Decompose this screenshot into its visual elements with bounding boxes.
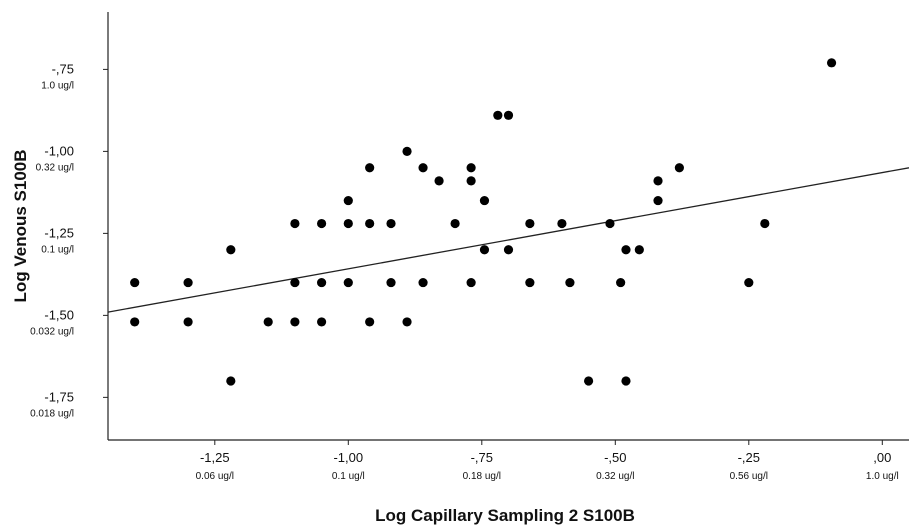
data-point	[365, 317, 375, 327]
data-point	[402, 146, 412, 156]
x-tick-label: -,50	[604, 450, 626, 465]
x-tick-label: -,25	[738, 450, 760, 465]
y-tick-label: -1,25	[44, 225, 74, 240]
y-tick-label: -1,50	[44, 307, 74, 322]
data-point	[183, 277, 193, 288]
data-point	[226, 245, 236, 255]
x-tick-sublabel: 0.56 ug/l	[730, 471, 768, 482]
data-point	[130, 317, 140, 327]
data-point	[621, 376, 631, 386]
data-point	[525, 277, 535, 288]
data-point	[653, 195, 663, 206]
y-tick-label: -1,00	[44, 143, 74, 158]
y-tick-sublabel: 0.32 ug/l	[36, 162, 74, 173]
x-tick-sublabel: 0.06 ug/l	[196, 471, 234, 482]
x-tick-label: -1,00	[333, 450, 363, 465]
data-point	[605, 218, 615, 229]
data-point	[621, 245, 631, 255]
data-point	[317, 317, 327, 327]
data-point	[760, 218, 770, 229]
fit-line	[107, 167, 909, 313]
x-tick-sublabel: 0.32 ug/l	[596, 471, 634, 482]
x-tick-label: -1,25	[200, 450, 230, 465]
data-point	[450, 218, 460, 229]
data-point	[317, 218, 327, 229]
y-tick-label: -,75	[52, 61, 74, 76]
data-point	[503, 245, 514, 255]
data-point	[317, 277, 327, 288]
y-tick-sublabel: 0.018 ug/l	[30, 408, 74, 419]
data-point	[493, 110, 503, 120]
data-point	[744, 277, 754, 288]
x-tick-sublabel: 0.1 ug/l	[332, 471, 365, 482]
data-point	[466, 163, 476, 173]
data-point	[226, 376, 236, 386]
y-tick-sublabel: 0.032 ug/l	[30, 326, 74, 337]
data-point	[616, 277, 626, 288]
x-tick-sublabel: 0.18 ug/l	[463, 471, 501, 482]
data-point	[290, 218, 300, 229]
data-point	[290, 317, 300, 327]
ticks: -1,25 0.06 ug/l -1,00 0.1 ug/l -,75 0.18 ug/l…	[30, 61, 899, 482]
data-point	[402, 317, 412, 327]
data-point	[557, 218, 567, 229]
data-point	[365, 163, 375, 173]
data-points	[130, 58, 837, 386]
data-point	[183, 317, 193, 327]
data-point	[263, 317, 273, 327]
data-point	[418, 277, 428, 288]
x-axis-title: Log Capillary Sampling 2 S100B	[375, 506, 635, 525]
data-point	[674, 163, 684, 173]
data-point	[365, 218, 375, 229]
y-tick-sublabel: 1.0 ug/l	[41, 80, 74, 91]
x-tick-label: -,75	[471, 450, 493, 465]
data-point	[479, 245, 490, 255]
y-tick-sublabel: 0.1 ug/l	[41, 244, 74, 255]
data-point	[826, 58, 837, 68]
y-axis-title: Log Venous S100B	[11, 149, 30, 302]
y-tick-label: -1,75	[44, 389, 74, 404]
data-point	[565, 277, 575, 288]
data-point	[466, 277, 476, 288]
data-point	[434, 176, 444, 186]
data-point	[466, 176, 476, 186]
data-point	[653, 176, 663, 186]
data-point	[386, 218, 396, 229]
axes	[107, 12, 909, 441]
data-point	[290, 277, 300, 288]
data-point	[479, 195, 490, 206]
data-point	[418, 163, 428, 173]
data-point	[343, 277, 353, 288]
data-point	[130, 277, 140, 288]
data-point	[343, 218, 353, 229]
data-point	[343, 195, 353, 206]
data-point	[584, 376, 594, 386]
data-point	[503, 110, 514, 120]
x-tick-label: ,00	[873, 450, 891, 465]
data-point	[525, 218, 535, 229]
data-point	[386, 277, 396, 288]
data-point	[634, 245, 644, 255]
x-tick-sublabel: 1.0 ug/l	[866, 471, 899, 482]
